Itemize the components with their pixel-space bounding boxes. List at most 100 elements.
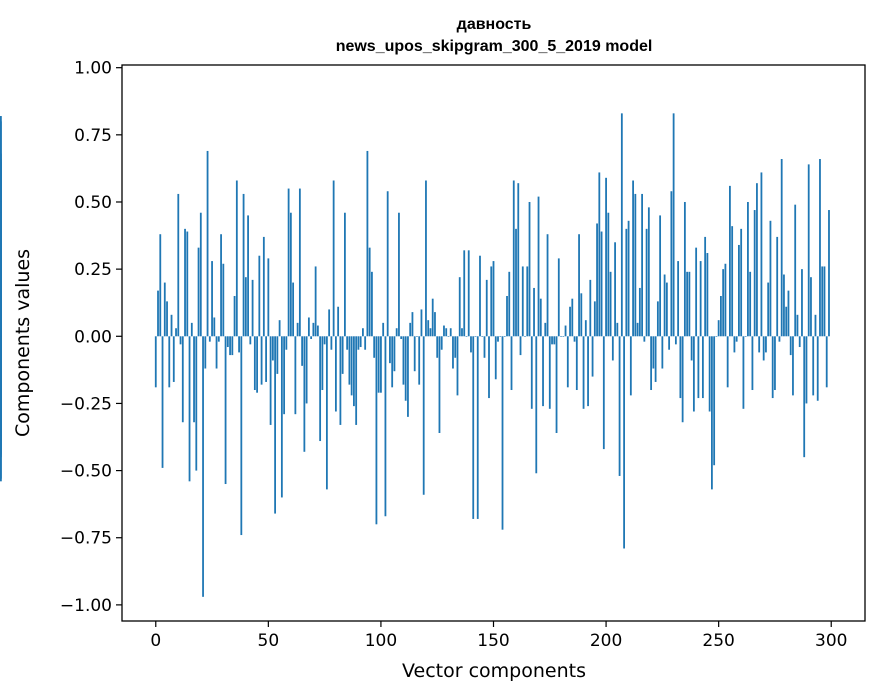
bar bbox=[557, 258, 560, 337]
bar bbox=[753, 210, 756, 337]
bar bbox=[416, 336, 418, 337]
bar bbox=[157, 290, 159, 337]
bar bbox=[801, 269, 803, 337]
x-tick-label: 300 bbox=[815, 631, 847, 651]
bar bbox=[609, 271, 612, 337]
bar bbox=[321, 336, 324, 391]
bar bbox=[731, 226, 734, 337]
bar bbox=[756, 183, 758, 337]
bar bbox=[395, 328, 398, 337]
bar bbox=[638, 287, 641, 337]
bar bbox=[353, 336, 355, 407]
bar bbox=[825, 336, 828, 388]
bar bbox=[240, 336, 243, 536]
bar bbox=[539, 298, 542, 337]
bar bbox=[704, 236, 707, 337]
bar bbox=[488, 336, 490, 399]
bar bbox=[810, 277, 812, 337]
x-tick-label: 200 bbox=[590, 631, 622, 651]
bar bbox=[742, 336, 745, 409]
bar bbox=[172, 336, 175, 382]
bar bbox=[602, 336, 605, 450]
bar bbox=[663, 274, 666, 337]
x-tick-label: 0 bbox=[150, 631, 161, 651]
bar bbox=[492, 261, 495, 337]
bar bbox=[749, 271, 752, 337]
bar bbox=[458, 277, 461, 337]
bar bbox=[490, 266, 493, 337]
bar bbox=[591, 336, 594, 377]
bar bbox=[816, 336, 819, 401]
bar bbox=[690, 336, 693, 361]
bar bbox=[238, 336, 240, 353]
bar bbox=[260, 336, 263, 385]
y-tick-label: −0.75 bbox=[60, 529, 112, 549]
bar bbox=[814, 314, 817, 337]
bar bbox=[821, 266, 824, 337]
bar bbox=[537, 196, 540, 337]
bar bbox=[443, 325, 445, 337]
chart-title: давность bbox=[457, 16, 532, 33]
bar bbox=[636, 322, 639, 337]
bar bbox=[334, 336, 337, 412]
bar bbox=[231, 336, 234, 356]
bar bbox=[681, 336, 684, 423]
bar bbox=[168, 336, 171, 388]
bar bbox=[445, 328, 448, 337]
bar bbox=[229, 336, 231, 356]
bar bbox=[515, 228, 517, 337]
bar bbox=[337, 306, 340, 337]
bar bbox=[582, 336, 585, 409]
bar bbox=[154, 336, 157, 388]
x-axis-label: Vector components bbox=[402, 660, 586, 682]
bar bbox=[332, 180, 335, 337]
bar bbox=[661, 336, 664, 369]
bar bbox=[596, 223, 598, 337]
bar bbox=[697, 336, 700, 399]
bar bbox=[330, 336, 333, 350]
bar bbox=[429, 328, 432, 337]
bar bbox=[578, 234, 580, 337]
bar bbox=[470, 336, 472, 353]
bar bbox=[348, 336, 351, 385]
bar bbox=[184, 228, 186, 337]
bar bbox=[434, 312, 436, 337]
y-tick-label: 0.25 bbox=[74, 260, 112, 280]
bar bbox=[587, 336, 589, 407]
y-axis: 1.00 0.75 0.50 0.25 0.00 −0.25 −0.50 −0.75 −1.00 bbox=[60, 59, 122, 616]
bar bbox=[616, 322, 619, 337]
bar bbox=[224, 336, 227, 485]
bar bbox=[553, 336, 556, 345]
bar bbox=[366, 150, 369, 337]
bar bbox=[645, 228, 648, 337]
bar bbox=[222, 263, 225, 337]
bar bbox=[344, 212, 346, 337]
bar bbox=[792, 336, 794, 396]
bar bbox=[665, 282, 668, 337]
bar bbox=[465, 336, 468, 337]
bar bbox=[339, 336, 342, 425]
bar bbox=[598, 172, 601, 337]
bar bbox=[269, 336, 272, 425]
bar bbox=[751, 336, 754, 391]
bar bbox=[386, 191, 389, 337]
bar bbox=[233, 296, 236, 337]
bar bbox=[454, 336, 457, 358]
bar bbox=[256, 336, 258, 393]
bar bbox=[235, 180, 238, 337]
bar bbox=[580, 293, 583, 337]
bar bbox=[181, 336, 184, 423]
bar bbox=[294, 336, 297, 415]
bar bbox=[497, 336, 499, 342]
x-tick-label: 250 bbox=[702, 631, 734, 651]
bar bbox=[350, 336, 353, 396]
bar bbox=[420, 309, 423, 337]
bar bbox=[535, 336, 538, 474]
bar bbox=[204, 336, 207, 369]
bar bbox=[296, 322, 299, 337]
bar bbox=[526, 266, 529, 337]
bar bbox=[208, 336, 211, 342]
x-tick-label: 100 bbox=[365, 631, 397, 651]
bar bbox=[258, 255, 261, 337]
bar bbox=[249, 336, 252, 345]
